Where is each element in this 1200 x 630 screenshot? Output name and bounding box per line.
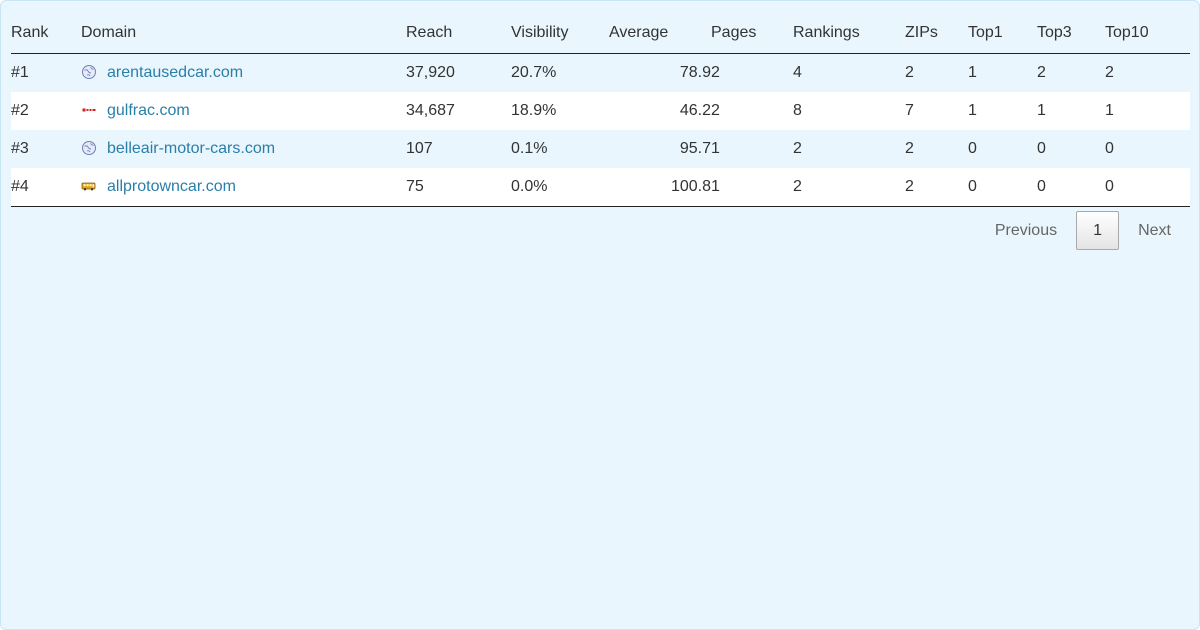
header-top10[interactable]: Top10 [1105,13,1190,54]
gulfrac-favicon-icon [81,102,97,118]
table-row: #3 belleair-motor-cars.com 107 0.1% 95.7… [11,130,1190,168]
zips-cell: 2 [905,140,914,157]
reach-cell: 75 [406,168,511,207]
table-row: #1 arentausedcar.com 37,920 20.7% 78.9 2… [11,53,1190,93]
zips-cell: 2 [905,168,968,207]
rank-cell: #1 [11,64,29,81]
header-top1[interactable]: Top1 [968,13,1037,54]
pages-cell: 2 [711,102,720,119]
pages-cell: 2 [711,64,720,81]
domain-cell: belleair-motor-cars.com [81,130,406,168]
table-row: #4 allprotowncar.com 75 0.0% 100.8 1 2 2… [11,168,1190,207]
domain-link[interactable]: gulfrac.com [107,102,190,119]
domain-cell: allprotowncar.com [81,168,406,207]
top1-cell: 0 [968,168,1037,207]
header-top3[interactable]: Top3 [1037,13,1105,54]
bus-icon [81,178,97,194]
header-rankings[interactable]: Rankings [793,13,905,54]
header-domain[interactable]: Domain [81,13,406,54]
header-visibility[interactable]: Visibility [511,13,609,54]
table-header-row: Rank Domain Reach Visibility Average Pag… [11,13,1190,54]
average-cell: 46.2 [679,102,711,119]
top10-cell: 0 [1105,168,1190,207]
domain-link[interactable]: arentausedcar.com [107,64,244,81]
average-cell: 100.8 [609,168,711,207]
domain-cell: arentausedcar.com [81,54,406,93]
domain-cell: gulfrac.com [81,92,406,130]
top3-cell: 0 [1037,168,1105,207]
pages-cell: 1 [711,168,793,207]
visibility-cell: 18.9% [511,102,557,119]
reach-cell: 37,920 [406,64,455,81]
domain-rankings-table: Rank Domain Reach Visibility Average Pag… [11,13,1190,207]
globe-icon [81,140,97,156]
table-row: #2 gulfrac.com 34,687 18.9% 46.2 2 8 7 1… [11,92,1190,130]
rankings-cell: 4 [793,64,802,81]
pagination: Previous 1 Next [995,211,1171,250]
reach-cell: 107 [406,140,433,157]
zips-cell: 7 [905,102,914,119]
header-rank[interactable]: Rank [11,13,81,54]
top3-cell: 2 [1037,64,1046,81]
top1-cell: 1 [968,64,977,81]
page-1-button[interactable]: 1 [1076,211,1120,250]
rankings-cell: 2 [793,140,802,157]
top1-cell: 0 [968,140,977,157]
average-cell: 78.9 [679,64,711,81]
pages-cell: 1 [711,140,720,157]
header-zips[interactable]: ZIPs [905,13,968,54]
top10-cell: 0 [1105,140,1114,157]
header-pages[interactable]: Pages [711,13,793,54]
rank-cell: #4 [11,168,81,207]
top10-cell: 2 [1105,64,1114,81]
domain-link[interactable]: belleair-motor-cars.com [107,140,276,157]
domain-link[interactable]: allprotowncar.com [107,178,236,195]
rank-cell: #2 [11,102,29,119]
top10-cell: 1 [1105,102,1114,119]
previous-page-button[interactable]: Previous [994,221,1058,239]
next-page-button[interactable]: Next [1138,221,1171,239]
rank-cell: #3 [11,140,29,157]
top3-cell: 0 [1037,140,1046,157]
visibility-cell: 0.1% [511,140,548,157]
top1-cell: 1 [968,102,977,119]
rankings-cell: 8 [793,102,802,119]
visibility-cell: 20.7% [511,64,557,81]
rankings-cell: 2 [793,168,905,207]
header-average[interactable]: Average [609,13,711,54]
zips-cell: 2 [905,64,914,81]
average-cell: 95.7 [679,140,711,157]
top3-cell: 1 [1037,102,1046,119]
reach-cell: 34,687 [406,102,455,119]
visibility-cell: 0.0% [511,168,609,207]
globe-icon [81,64,97,80]
header-reach[interactable]: Reach [406,13,511,54]
